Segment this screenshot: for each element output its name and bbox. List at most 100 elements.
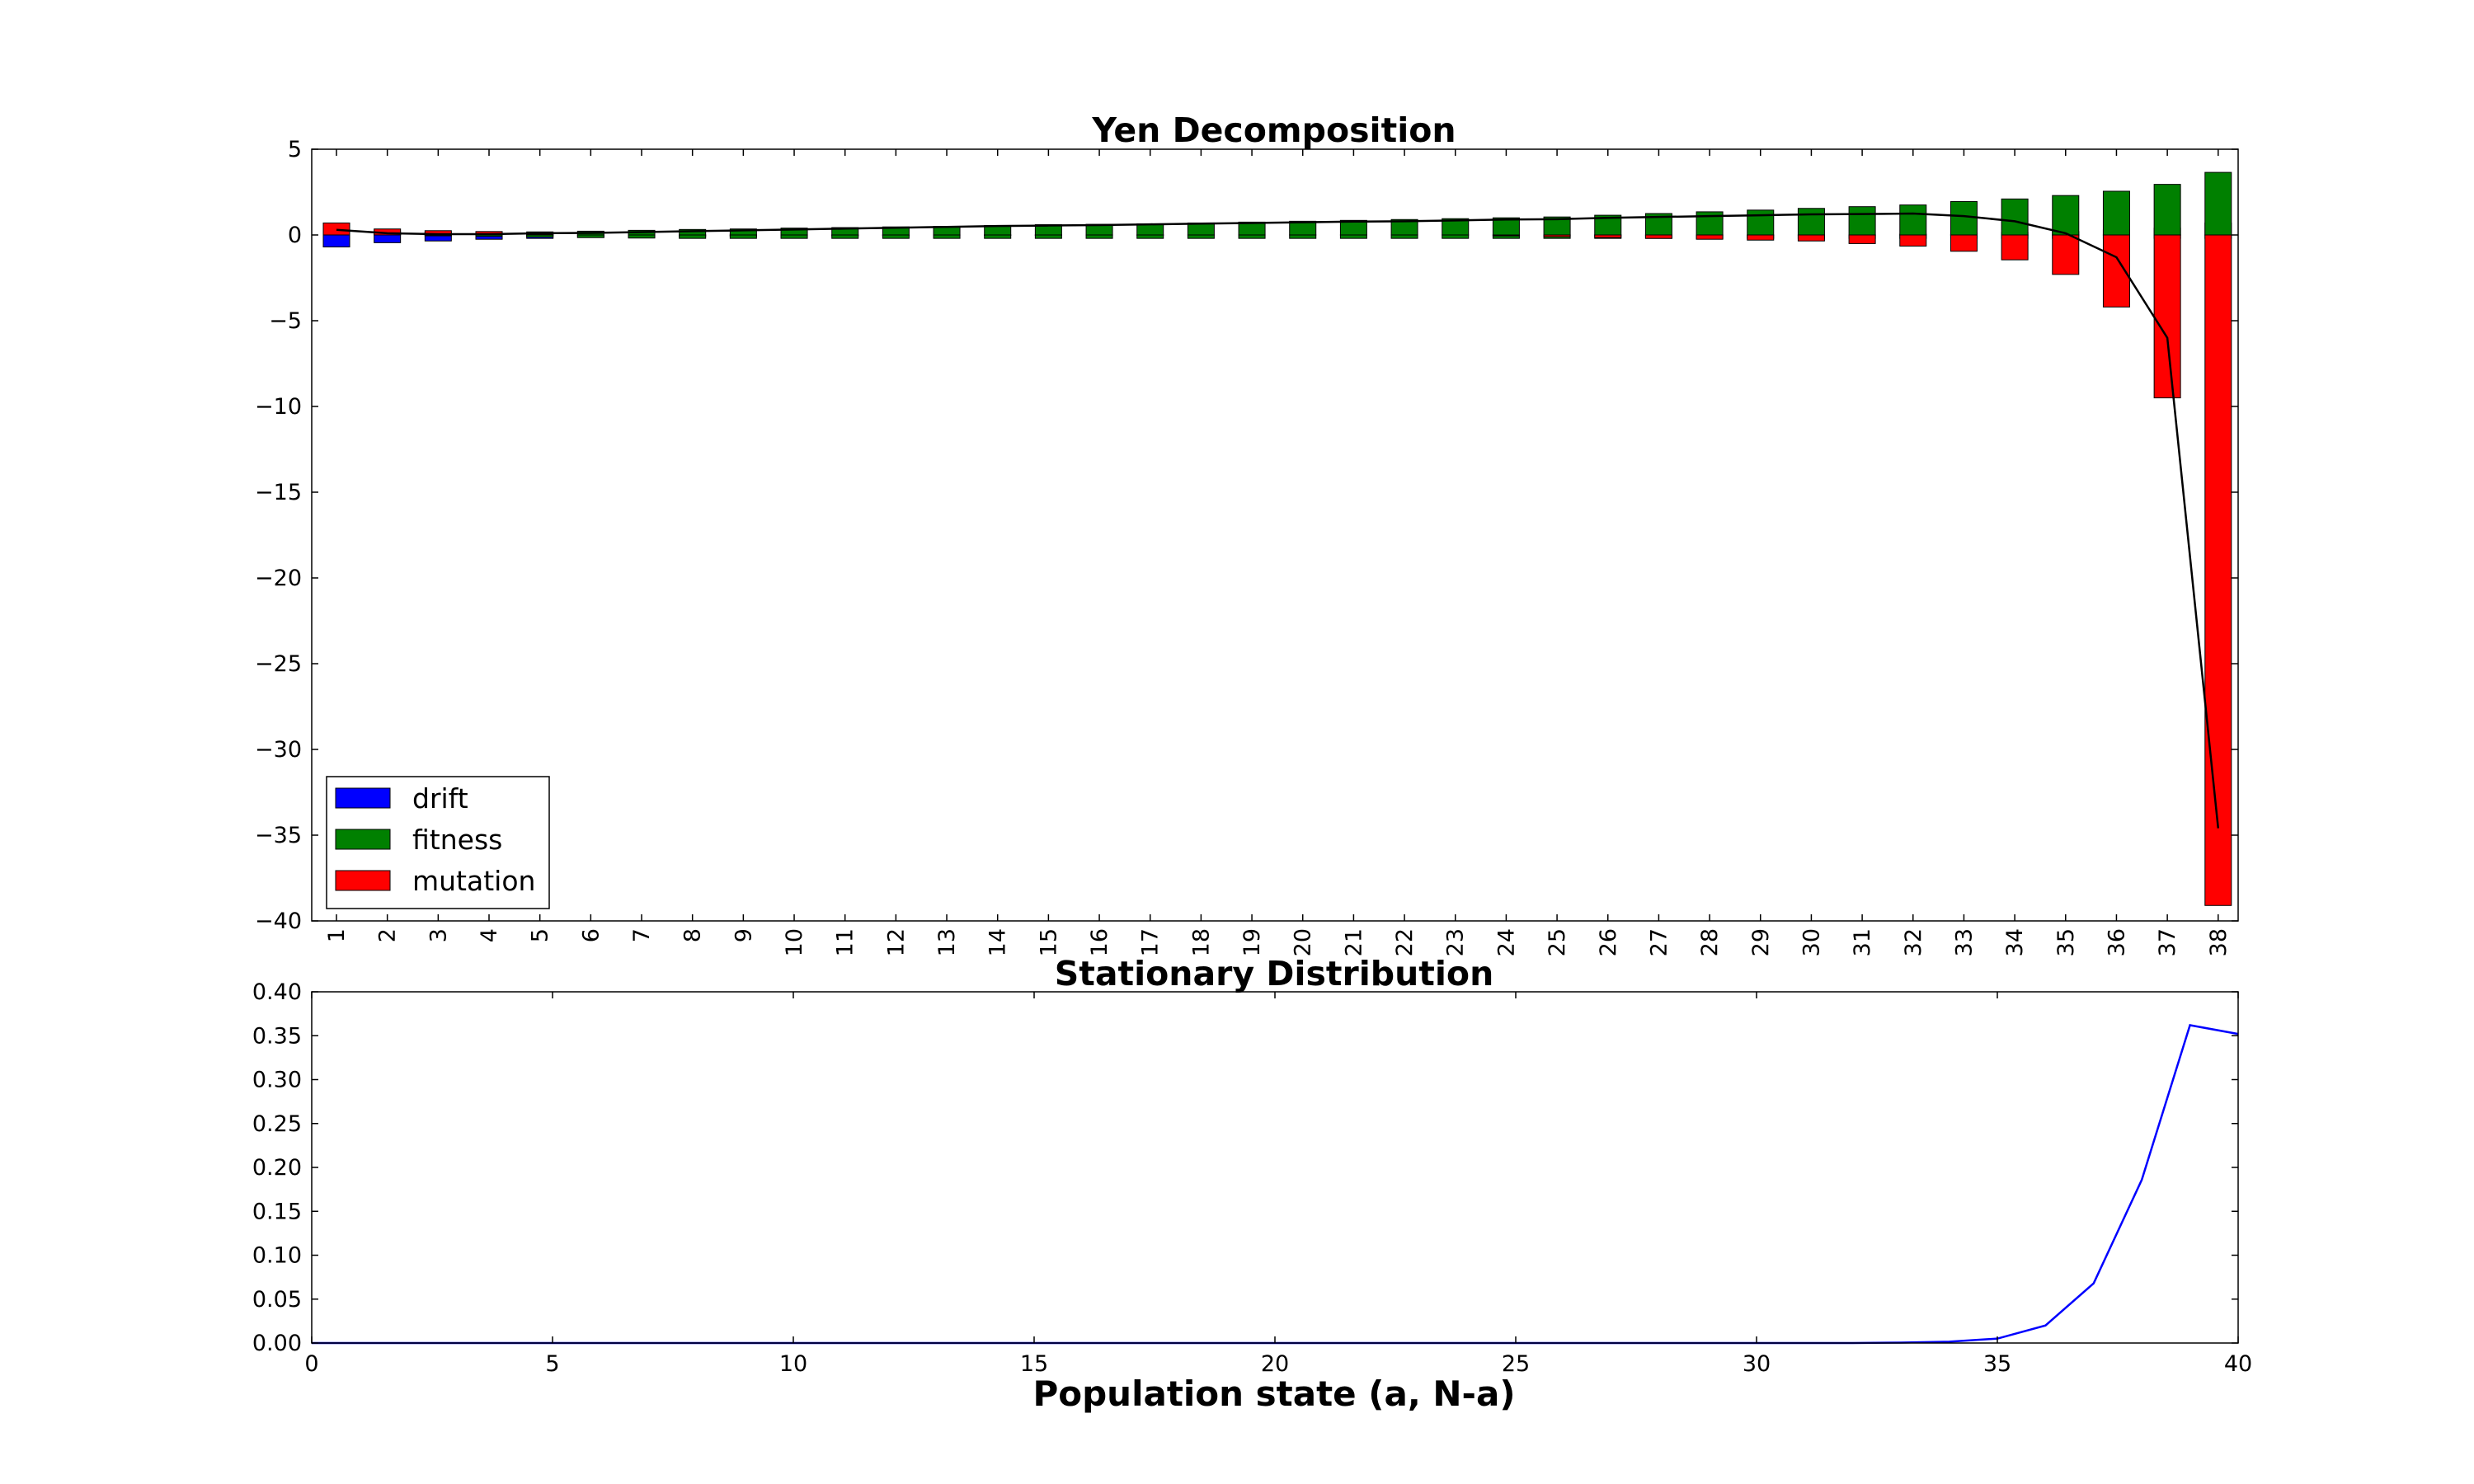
bar-fitness-10	[780, 234, 808, 239]
x-tick-label: 5	[545, 1351, 559, 1377]
y-tick-label: −5	[269, 308, 302, 334]
x-tick-label: 36	[2104, 928, 2129, 956]
y-tick-label: −40	[255, 909, 302, 934]
x-tick-label: 2	[375, 928, 401, 942]
x-tick-label: 10	[779, 1351, 807, 1377]
x-tick-label: 1	[324, 928, 350, 942]
x-tick-label: 35	[2053, 928, 2079, 956]
bar-fitness-15	[1034, 234, 1062, 239]
bar-fitness-22	[1390, 234, 1418, 239]
bar-fitness-18	[1187, 234, 1215, 239]
x-tick-label: 13	[934, 928, 960, 956]
y-tick-label: −35	[255, 823, 302, 848]
bar-mutation-35	[2052, 234, 2080, 275]
x-tick-label: 4	[477, 928, 502, 942]
bar-fitness-30	[1797, 208, 1825, 236]
bar-fitness-34	[2001, 198, 2029, 236]
x-tick-label: 10	[782, 928, 807, 956]
x-axis: 0 5 10 15 20 25 30 35 40	[304, 992, 2252, 1377]
x-tick-label: 28	[1697, 928, 1723, 956]
x-tick-label: 14	[985, 928, 1011, 956]
total-line-group	[336, 212, 2220, 829]
legend-item-mutation: mutation	[335, 865, 535, 897]
bar-fitness-11	[831, 234, 859, 239]
x-tick-label: 25	[1502, 1351, 1530, 1377]
bar-fitness-17	[1136, 234, 1164, 239]
y-tick-label: 0.30	[252, 1068, 302, 1093]
x-tick-label: 31	[1850, 928, 1875, 956]
x-tick-label: 29	[1748, 928, 1774, 956]
x-tick-label: 3	[426, 928, 451, 942]
bar-fitness-33	[1950, 200, 1978, 236]
legend-label-fitness: fitness	[412, 824, 502, 856]
legend-item-drift: drift	[335, 782, 468, 815]
x-tick-label: 0	[304, 1351, 318, 1377]
bar-fitness-7	[628, 234, 656, 239]
bar-fitness-29	[1747, 209, 1775, 236]
bar-mutation-1	[322, 222, 350, 236]
x-tick-label: 21	[1341, 928, 1366, 956]
y-tick-label: −20	[255, 566, 302, 591]
y-tick-label: −25	[255, 651, 302, 677]
x-tick-label: 32	[1901, 928, 1926, 956]
y-tick-label: 0	[288, 223, 302, 248]
bar-fitness-32	[1899, 204, 1927, 236]
x-tick-label: 34	[2002, 928, 2028, 956]
bar-mutation-34	[2001, 234, 2029, 261]
stationary-distribution-chart: Stationary Distribution 0.00 0.05 0.10 0.15…	[252, 954, 2252, 1414]
x-tick-label: 20	[1261, 1351, 1289, 1377]
x-tick-label: 38	[2206, 928, 2232, 956]
bar-mutation-27	[1644, 234, 1672, 239]
x-tick-label: 17	[1138, 928, 1164, 956]
y-tick-label: 5	[288, 137, 302, 162]
x-tick-label: 6	[578, 928, 604, 942]
y-tick-label: 0.25	[252, 1111, 302, 1137]
x-tick-label: 27	[1646, 928, 1672, 956]
bar-fitness-14	[984, 234, 1012, 239]
bar-fitness-21	[1339, 234, 1367, 239]
x-tick-label: 23	[1443, 928, 1469, 956]
bar-mutation-24	[1492, 234, 1520, 237]
x-tick-label: 33	[1951, 928, 1977, 956]
legend-label-drift: drift	[412, 782, 468, 815]
legend-swatch-drift	[335, 787, 391, 809]
bar-fitness-20	[1289, 234, 1317, 239]
legend-swatch-fitness	[335, 829, 391, 850]
total-line	[336, 212, 2220, 829]
x-tick-label: 12	[883, 928, 909, 956]
x-tick-label: 19	[1239, 928, 1265, 956]
bar-mutation-25	[1543, 234, 1571, 237]
bar-mutation-31	[1848, 234, 1876, 244]
bar-fitness-23	[1442, 234, 1470, 239]
bar-fitness-36	[2102, 190, 2130, 236]
bar-mutation-26	[1594, 234, 1622, 238]
x-tick-label: 16	[1087, 928, 1112, 956]
x-tick-label: 30	[1799, 928, 1824, 956]
x-tick-label: 5	[528, 928, 553, 942]
x-tick-label: 8	[680, 928, 706, 942]
bar-drift-1	[322, 234, 350, 248]
plot-area-frame	[311, 148, 2239, 922]
distribution-line	[312, 1024, 2239, 1345]
bar-fitness-38	[2204, 171, 2232, 236]
distribution-line-group	[312, 1024, 2239, 1345]
bar-mutation-32	[1899, 234, 1927, 247]
legend: drift fitness mutation	[326, 776, 550, 909]
bar-fitness-35	[2052, 195, 2080, 236]
y-tick-label: 0.05	[252, 1287, 302, 1313]
bar-mutation-30	[1797, 234, 1825, 242]
bar-fitness-19	[1238, 234, 1266, 239]
x-tick-label: 9	[731, 928, 756, 942]
bar-fitness-22	[1390, 218, 1418, 236]
legend-label-mutation: mutation	[412, 865, 535, 897]
bar-mutation-33	[1950, 234, 1978, 252]
x-tick-label: 37	[2155, 928, 2180, 956]
bar-fitness-16	[1085, 234, 1113, 239]
x-tick-label: 30	[1743, 1351, 1771, 1377]
x-tick-label: 40	[2224, 1351, 2252, 1377]
y-axis: 5 0 −5 −10 −15 −20 −25 −30 −35 −40	[255, 137, 2238, 934]
bar-fitness-37	[2153, 184, 2181, 236]
x-tick-label: 26	[1596, 928, 1621, 956]
bar-fitness-10	[780, 228, 808, 236]
